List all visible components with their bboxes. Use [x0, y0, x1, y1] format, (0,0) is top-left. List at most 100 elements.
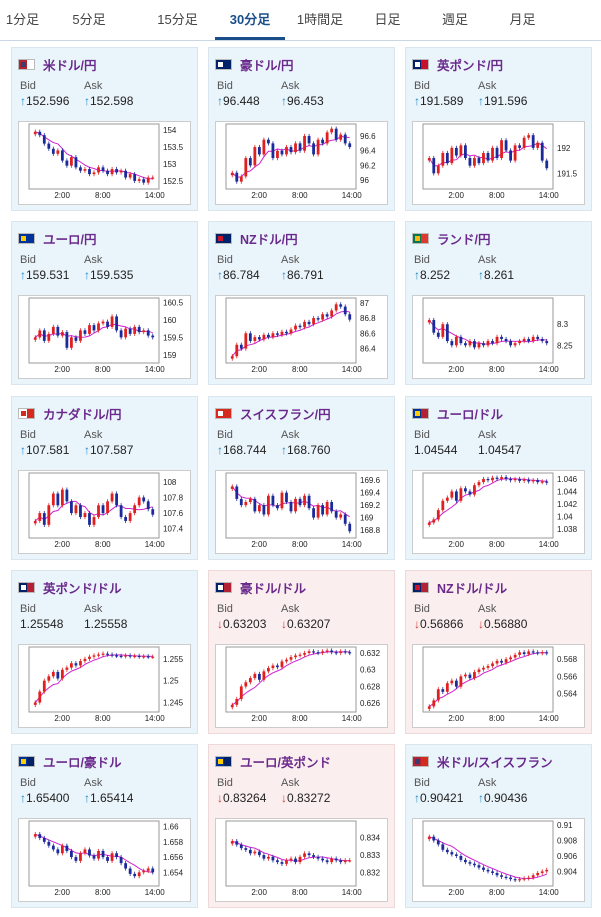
ask-price: ↑168.760 — [281, 443, 330, 457]
bid-value: 152.596 — [26, 94, 70, 108]
candle-body — [343, 134, 347, 144]
candle-body — [312, 143, 315, 155]
y-tick-label: 160.5 — [163, 298, 184, 307]
tab-2[interactable]: 15分足 — [157, 12, 198, 27]
candle-body — [450, 491, 454, 498]
candle-body — [527, 877, 531, 879]
candle-body — [146, 177, 150, 183]
pair-link[interactable]: ランド/円 — [437, 232, 491, 247]
candle-body — [244, 502, 248, 506]
candle-body — [432, 320, 436, 333]
arrow-down-icon: ↓ — [281, 791, 287, 805]
pair-link[interactable]: カナダドル/円 — [43, 407, 122, 422]
pair-link[interactable]: 豪ドル/円 — [240, 58, 294, 73]
candle-body — [47, 676, 51, 681]
candle-body — [334, 511, 338, 518]
pair-link[interactable]: ユーロ/円 — [43, 232, 97, 247]
ask-price: ↓0.83272 — [281, 791, 330, 805]
candle-body — [531, 875, 535, 878]
candle-body — [51, 148, 55, 154]
pair-link[interactable]: ユーロ/ドル — [437, 407, 503, 422]
mini-chart[interactable]: 1.255 1.25 1.245 2:00 8:00 14:00 — [18, 644, 191, 728]
rate-card: カナダドル/円 Bid Ask ↑107.581 ↑107.587 108 107.8 107… — [11, 396, 198, 560]
pair-link[interactable]: 豪ドル/ドル — [240, 581, 306, 596]
candle-body — [119, 655, 123, 658]
mini-chart[interactable]: 0.568 0.566 0.564 2:00 8:00 14:00 — [412, 644, 585, 728]
candle-body — [92, 517, 96, 525]
bid-price: ↓0.56866 — [414, 617, 463, 631]
candle-body — [294, 325, 297, 330]
x-tick-label: 14:00 — [145, 365, 166, 374]
candle-body — [500, 660, 503, 663]
candle-body — [491, 871, 494, 873]
bid-value: 1.25548 — [20, 617, 64, 631]
bid-price: 1.25548 — [20, 617, 63, 631]
x-tick-label: 8:00 — [292, 191, 308, 200]
mini-chart[interactable]: 96.6 96.4 96.2 96 2:00 8:00 14:00 — [215, 121, 388, 205]
candlestick-svg: 1.046 1.044 1.042 1.04 1.038 2:00 8:00 14:00 — [422, 472, 578, 549]
candle-body — [110, 654, 114, 656]
bid-value: 8.252 — [420, 268, 451, 282]
mini-chart[interactable]: 87 86.8 86.6 86.4 2:00 8:00 14:00 — [215, 295, 388, 379]
pair-link[interactable]: 英ポンド/円 — [437, 58, 503, 73]
mini-chart[interactable]: 8.3 8.25 2:00 8:00 14:00 — [412, 295, 585, 379]
pair-link[interactable]: ユーロ/英ポンド — [240, 755, 331, 770]
mini-chart[interactable]: 169.6 169.4 169.2 169 168.8 2:00 8:00 14:00 — [215, 470, 388, 554]
mini-chart[interactable]: 1.66 1.658 1.656 1.654 2:00 8:00 14:00 — [18, 818, 191, 902]
tab-0[interactable]: 1分足 — [5, 12, 40, 27]
candle-body — [482, 478, 485, 483]
tab-5[interactable]: 日足 — [374, 12, 401, 27]
candle-body — [97, 323, 100, 331]
tab-1[interactable]: 5分足 — [72, 12, 106, 27]
candle-body — [65, 489, 69, 502]
candle-body — [239, 344, 243, 349]
mini-chart[interactable]: 154 153.5 153 152.5 2:00 8:00 14:00 — [18, 121, 191, 205]
tab-6[interactable]: 週足 — [441, 12, 468, 27]
candle-body — [47, 143, 51, 149]
candle-body — [477, 482, 481, 486]
candle-body — [276, 150, 279, 159]
mini-chart[interactable]: 160.5 160 159.5 159 2:00 8:00 14:00 — [18, 295, 191, 379]
bid-price: ↑152.596 — [20, 94, 69, 108]
bid-label: Bid — [217, 254, 233, 266]
rate-card: 豪ドル/円 Bid Ask ↑96.448 ↑96.453 96.6 96.4 96.2 96 2… — [208, 47, 395, 211]
mini-chart[interactable]: 108 107.8 107.6 107.4 2:00 8:00 14:00 — [18, 470, 191, 554]
pair-link[interactable]: 米ドル/円 — [43, 58, 97, 73]
pair-link[interactable]: スイスフラン/円 — [240, 407, 331, 422]
candle-body — [330, 858, 334, 863]
mini-chart[interactable]: 0.834 0.833 0.832 2:00 8:00 14:00 — [215, 818, 388, 902]
pair-link[interactable]: ユーロ/豪ドル — [43, 755, 122, 770]
tab-3[interactable]: 30分足 — [215, 0, 285, 40]
mini-chart[interactable]: 192 191.5 2:00 8:00 14:00 — [412, 121, 585, 205]
tab-4[interactable]: 1時間足 — [296, 12, 344, 27]
mini-chart[interactable]: 1.046 1.044 1.042 1.04 1.038 2:00 8:00 14:00 — [412, 470, 585, 554]
card-header: カナダドル/円 — [18, 404, 121, 422]
tab-7[interactable]: 月足 — [509, 12, 536, 27]
y-tick-label: 0.908 — [557, 837, 578, 846]
pair-link[interactable]: NZドル/ドル — [437, 581, 508, 596]
y-tick-label: 0.564 — [557, 690, 578, 699]
moving-average-line — [35, 833, 153, 873]
arrow-up-icon: ↑ — [20, 268, 26, 282]
candle-body — [482, 152, 485, 164]
mini-chart[interactable]: 0.91 0.908 0.906 0.904 2:00 8:00 14:00 — [412, 818, 585, 902]
candle-body — [33, 834, 37, 837]
candle-body — [522, 338, 526, 342]
candle-body — [42, 680, 46, 692]
candle-body — [257, 505, 261, 512]
ask-label: Ask — [281, 429, 300, 441]
candle-body — [531, 135, 535, 148]
x-tick-label: 14:00 — [145, 888, 166, 897]
plot-frame — [28, 820, 160, 887]
pair-link[interactable]: 米ドル/スイスフラン — [437, 755, 553, 770]
mini-chart[interactable]: 0.632 0.63 0.628 0.626 2:00 8:00 14:00 — [215, 644, 388, 728]
pair-link[interactable]: NZドル/円 — [240, 232, 298, 247]
candle-body — [316, 505, 320, 518]
pair-link[interactable]: 英ポンド/ドル — [43, 581, 122, 596]
candle-body — [334, 652, 338, 654]
bid-value: 107.581 — [26, 443, 70, 457]
arrow-up-icon: ↑ — [281, 94, 287, 108]
arrow-up-icon: ↑ — [84, 443, 90, 457]
card-header: 豪ドル/円 — [215, 55, 293, 73]
candle-body — [454, 854, 458, 856]
